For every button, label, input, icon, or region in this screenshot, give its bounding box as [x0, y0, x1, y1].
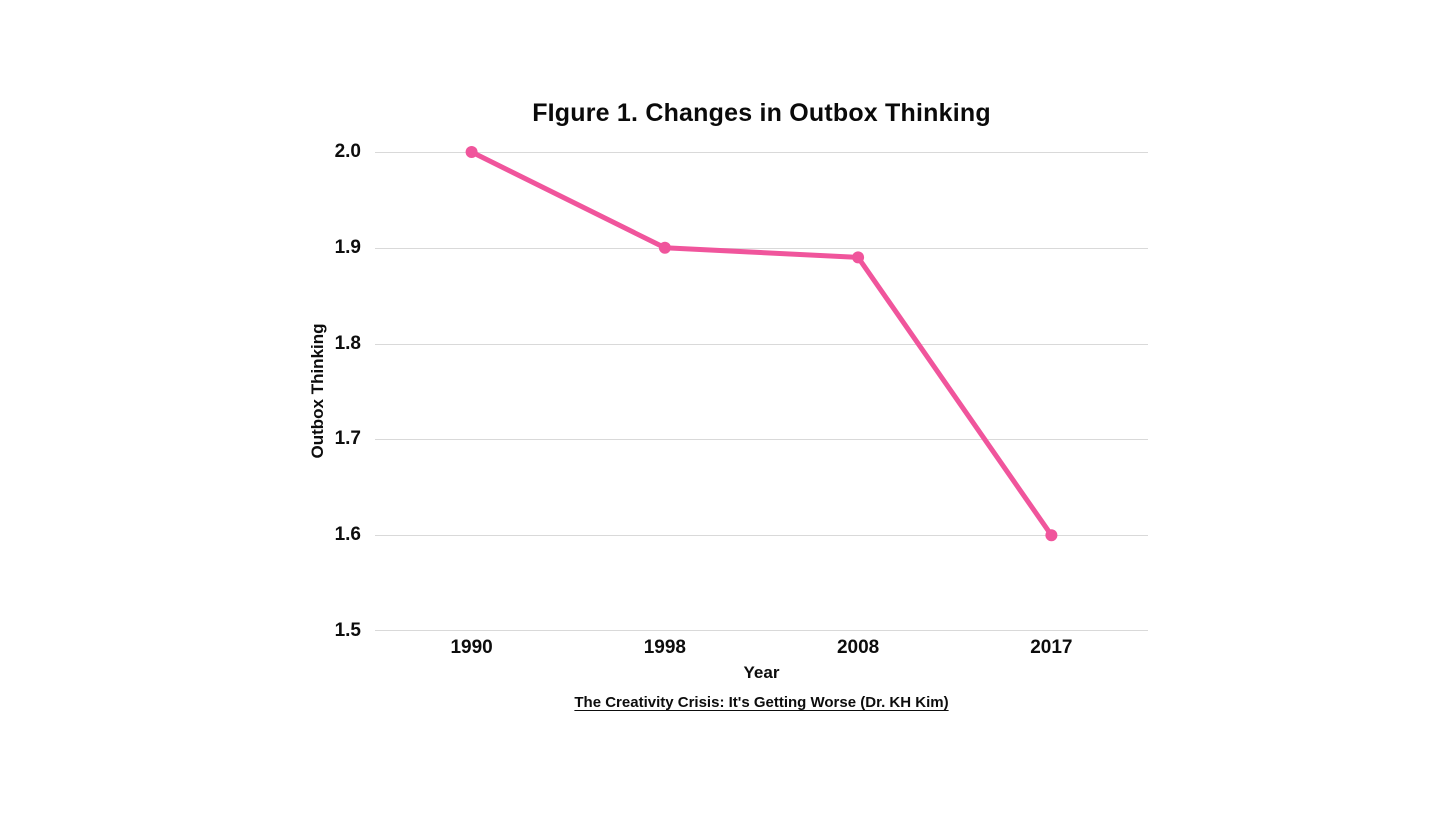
- source-link[interactable]: The Creativity Crisis: It's Getting Wors…: [574, 694, 949, 711]
- gridline: [375, 343, 1148, 345]
- x-axis-line: [375, 630, 1148, 631]
- y-tick-label: 1.5: [334, 620, 361, 641]
- data-point: [852, 251, 865, 264]
- series-points: [465, 146, 1058, 542]
- data-point: [1045, 529, 1058, 542]
- y-tick-label: 2.0: [334, 141, 361, 162]
- series-line: [469, 149, 1054, 538]
- x-axis-tick-labels: 1990 1998 2008 2017: [375, 637, 1148, 661]
- data-point: [465, 146, 478, 158]
- x-tick-label: 2008: [836, 637, 880, 658]
- gridline: [375, 152, 1148, 153]
- y-axis-tick-labels: 2.0 1.9 1.8 1.7 1.6 1.5: [0, 141, 361, 641]
- y-tick-label: 1.9: [334, 236, 361, 258]
- x-tick-label: 2017: [1030, 637, 1073, 658]
- data-point: [658, 241, 671, 254]
- gridline: [375, 535, 1148, 537]
- line-chart: [465, 146, 1058, 542]
- chart-title: FIgure 1. Changes in Outbox Thinking: [532, 99, 991, 127]
- y-tick-label: 1.8: [334, 332, 361, 354]
- y-tick-label: 1.7: [334, 428, 361, 450]
- gridline: [375, 247, 1148, 249]
- x-tick-label: 1990: [450, 637, 493, 658]
- x-axis-title: Year: [743, 663, 780, 682]
- x-tick-label: 1998: [643, 637, 687, 658]
- chart-caption: The Creativity Crisis: It's Getting Wors…: [375, 694, 1148, 711]
- plot-area: [375, 146, 1148, 631]
- y-tick-label: 1.6: [334, 524, 361, 546]
- gridline: [375, 439, 1148, 441]
